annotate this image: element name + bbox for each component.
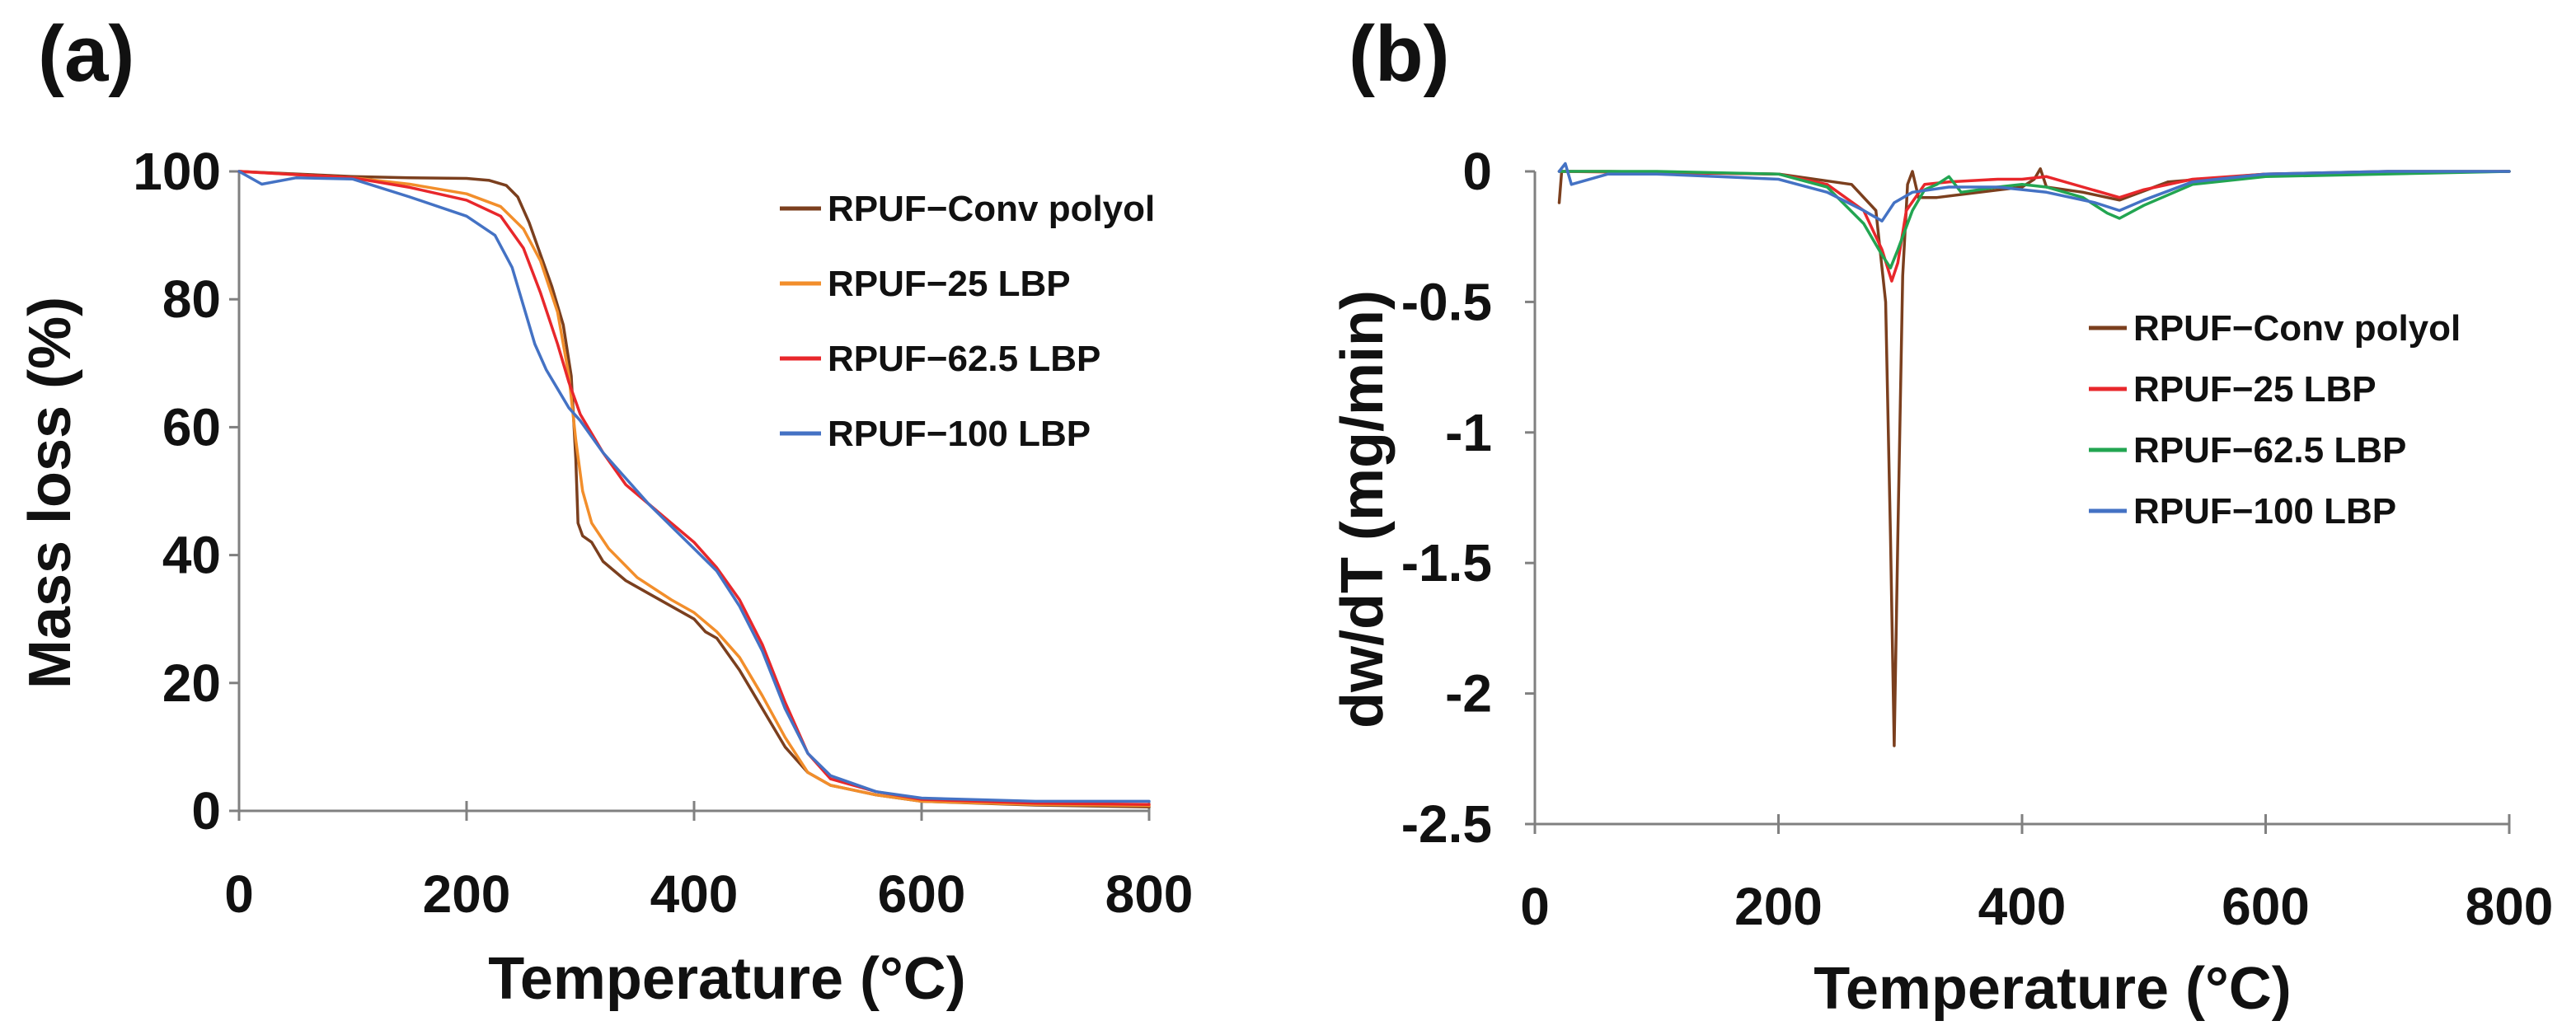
panel-a-y-tick-label: 0 <box>191 781 221 841</box>
panel-b-y-tick-label: -1.5 <box>1401 533 1492 592</box>
panel-a-series-line-2 <box>237 170 1151 808</box>
panel-a-y-tick-label: 80 <box>162 269 221 329</box>
panel-b-series-line-2 <box>1557 170 2511 283</box>
panel-a-x-tick-label: 800 <box>1105 864 1194 924</box>
panel-b-x-axis-title: Temperature (°C) <box>1814 956 2292 1022</box>
panel-a-x-tick-label: 200 <box>423 864 511 924</box>
panel-a-y-tick-label: 40 <box>162 526 221 585</box>
panel-b-y-tick-label: 0 <box>1462 142 1492 201</box>
panel-b-series-line-1 <box>1557 167 2511 747</box>
panel-b-x-tick-label: 0 <box>1520 877 1550 936</box>
panel-b-legend-label-1: RPUF−Conv polyol <box>2133 308 2461 349</box>
panel-b-legend: RPUF−Conv polyol RPUF−25 LBP RPUF−62.5 LBP… <box>2089 308 2461 532</box>
panel-a-series-line-1 <box>237 170 1151 809</box>
panel-a-x-tick-label: 600 <box>878 864 966 924</box>
panel-b-y-tick-label: -2.5 <box>1401 794 1492 854</box>
panel-b-plot-area: 0 -0.5 -1 -1.5 -2 -2.5 0 200 400 600 800 <box>1401 142 2554 936</box>
panel-a-y-tick-label: 100 <box>133 142 221 201</box>
panel-a-legend-label-4: RPUF−100 LBP <box>828 414 1091 454</box>
panel-b-label: (b) <box>1349 10 1450 98</box>
panel-b-legend-label-4: RPUF−100 LBP <box>2133 491 2396 532</box>
panel-b-y-tick-label: -1 <box>1445 403 1492 462</box>
panel-b-x-tick-label: 600 <box>2222 877 2310 936</box>
panel-b-x-tick-label: 400 <box>1978 877 2067 936</box>
panel-a-y-axis-title: Mass loss (%) <box>17 297 83 689</box>
panel-b-series-line-4 <box>1557 162 2511 222</box>
panel-a-legend-label-2: RPUF−25 LBP <box>828 264 1071 304</box>
panel-b-legend-label-3: RPUF−62.5 LBP <box>2133 430 2406 471</box>
panel-a-y-tick-label: 20 <box>162 653 221 713</box>
panel-b-y-tick-label: -2 <box>1445 664 1492 724</box>
panel-a-label: (a) <box>38 10 134 98</box>
panel-b-series-line-3 <box>1557 170 2511 269</box>
panel-b-y-tick-label: -0.5 <box>1401 272 1492 331</box>
panel-a-legend-label-3: RPUF−62.5 LBP <box>828 339 1100 379</box>
panel-a-x-axis-title: Temperature (°C) <box>488 946 966 1012</box>
panel-a-x-tick-label: 400 <box>650 864 739 924</box>
panel-b-x-tick-label: 200 <box>1734 877 1823 936</box>
panel-a-legend: RPUF−Conv polyol RPUF−25 LBP RPUF−62.5 LBP… <box>780 189 1155 454</box>
panel-b-legend-label-2: RPUF−25 LBP <box>2133 369 2377 410</box>
panel-a-series-line-4 <box>237 170 1151 803</box>
panel-a-plot-area: 0 20 40 60 80 100 0 200 400 600 800 <box>133 142 1193 924</box>
panel-b-y-axis-title: dw/dT (mg/min) <box>1330 290 1396 728</box>
panel-b: (b) dw/dT (mg/min) Temperature (°C) 0 -0.… <box>1330 10 2553 1022</box>
panel-a-x-tick-label: 0 <box>224 864 254 924</box>
panel-a: (a) Mass loss (%) Temperature (°C) 0 20 40… <box>17 10 1193 1012</box>
panel-b-x-tick-label: 800 <box>2466 877 2554 936</box>
panel-a-legend-label-1: RPUF−Conv polyol <box>828 189 1155 229</box>
panel-a-y-tick-label: 60 <box>162 397 221 457</box>
